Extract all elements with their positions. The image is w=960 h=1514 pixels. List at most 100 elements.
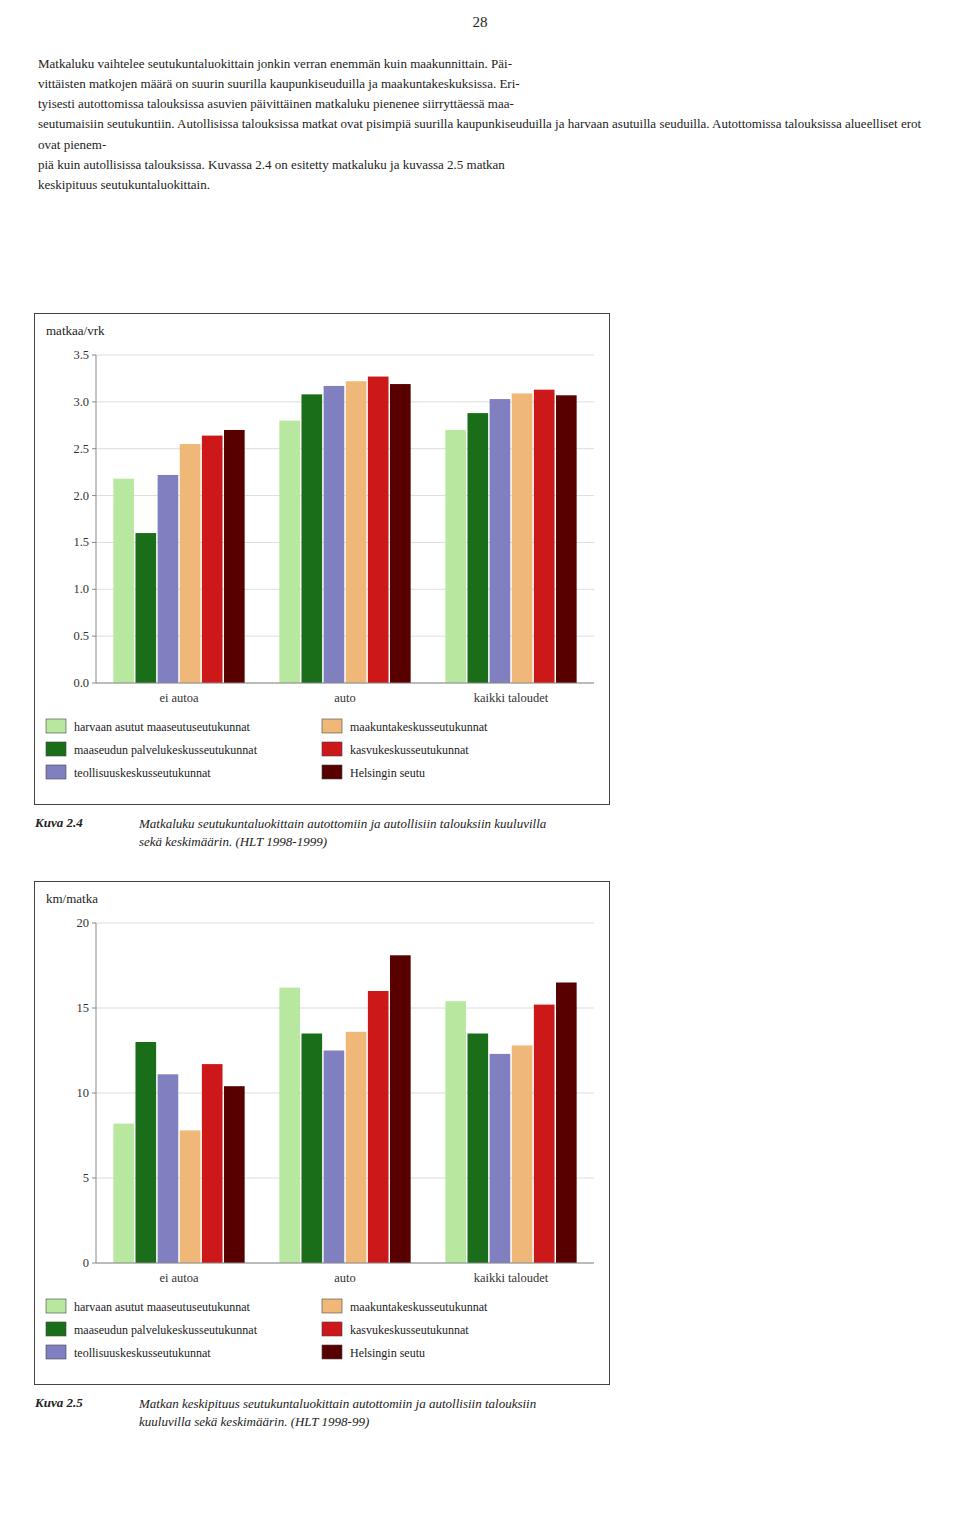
chart-svg: km/matka05101520ei autoaautokaikki talou… — [34, 881, 610, 1385]
y-tick — [92, 355, 96, 356]
bar — [490, 399, 511, 683]
bar — [158, 1074, 179, 1263]
x-tick-label: auto — [334, 1271, 356, 1285]
legend-label: maaseudun palvelukeskusseutukunnat — [74, 743, 258, 757]
y-tick-label: 0.0 — [73, 676, 89, 690]
y-axis-label: km/matka — [46, 891, 98, 906]
x-axis-line — [96, 683, 594, 684]
chart-svg: matkaa/vrk0.00.51.01.52.02.53.03.5ei aut… — [34, 313, 610, 805]
caption-text: Matkan keskipituus seutukuntaluokittain … — [139, 1395, 939, 1431]
y-tick — [92, 589, 96, 590]
legend-label: maakuntakeskusseutukunnat — [350, 1300, 488, 1314]
y-tick-label: 5 — [83, 1171, 89, 1185]
bar — [445, 1001, 466, 1263]
bar — [224, 430, 245, 683]
chart-panel: matkaa/vrk0.00.51.01.52.02.53.03.5ei aut… — [34, 313, 610, 805]
bar — [202, 1064, 223, 1263]
bar — [135, 533, 156, 683]
intro-line: vittäisten matkojen määrä on suurin suur… — [38, 74, 922, 94]
y-tick-label: 0 — [83, 1256, 89, 1270]
caption-number: Kuva 2.5 — [35, 1395, 83, 1411]
y-tick-label: 0.5 — [73, 629, 89, 643]
y-tick — [92, 542, 96, 543]
intro-line: Matkaluku vaihtelee seutukuntaluokittain… — [38, 54, 922, 74]
legend-swatch — [46, 742, 66, 756]
caption-number: Kuva 2.4 — [35, 815, 83, 831]
y-tick — [92, 636, 96, 637]
x-tick-label: auto — [334, 691, 356, 705]
y-tick — [92, 495, 96, 496]
bar — [224, 1086, 245, 1263]
panel-border — [35, 882, 610, 1385]
bar — [467, 413, 488, 683]
legend-swatch — [322, 765, 342, 779]
legend-label: maaseudun palvelukeskusseutukunnat — [74, 1323, 258, 1337]
bar — [390, 384, 411, 683]
caption-text: Matkaluku seutukuntaluokittain autottomi… — [139, 815, 939, 851]
legend-swatch — [322, 1299, 342, 1313]
intro-line: keskipituus seutukuntaluokittain. — [38, 175, 922, 195]
grid-line — [96, 1008, 594, 1009]
y-axis-label: matkaa/vrk — [46, 323, 105, 338]
legend-swatch — [46, 1322, 66, 1336]
bar — [346, 1032, 367, 1263]
bar — [490, 1054, 511, 1263]
chart-panel: km/matka05101520ei autoaautokaikki talou… — [34, 881, 610, 1385]
legend-label: harvaan asutut maaseutuseutukunnat — [74, 720, 251, 734]
legend-swatch — [46, 719, 66, 733]
bar — [467, 1034, 488, 1264]
bar — [368, 377, 389, 683]
bars — [113, 377, 576, 683]
bar — [135, 1042, 156, 1263]
y-tick-label: 3.0 — [73, 395, 89, 409]
bar — [534, 390, 555, 683]
y-tick-label: 2.5 — [73, 442, 89, 456]
grid-line — [96, 1263, 594, 1264]
y-tick — [92, 1263, 96, 1264]
grid-line — [96, 355, 594, 356]
bar — [279, 988, 300, 1263]
page-number: 28 — [0, 14, 960, 31]
legend-swatch — [46, 1345, 66, 1359]
y-tick — [92, 683, 96, 684]
intro-text: Matkaluku vaihtelee seutukuntaluokittain… — [38, 54, 922, 195]
x-tick-label: ei autoa — [159, 691, 199, 705]
bar — [113, 1124, 134, 1263]
bar — [158, 475, 179, 683]
y-axis-line — [96, 923, 97, 1263]
bar — [445, 430, 466, 683]
bar — [279, 421, 300, 683]
panel-border — [35, 314, 610, 805]
bar — [368, 991, 389, 1263]
bar — [534, 1005, 555, 1263]
bar — [512, 393, 533, 683]
page: 28 Matkaluku vaihtelee seutukuntaluokitta… — [0, 0, 960, 1514]
legend-swatch — [322, 719, 342, 733]
intro-line: seutumaisiin seutukuntiin. Autollisissa … — [38, 114, 922, 154]
x-tick-label: kaikki taloudet — [474, 691, 549, 705]
legend-swatch — [46, 765, 66, 779]
legend-swatch — [322, 1322, 342, 1336]
intro-line: piä kuin autollisissa talouksissa. Kuvas… — [38, 155, 922, 175]
bar — [301, 1034, 322, 1264]
bar — [180, 444, 201, 683]
y-tick-label: 3.5 — [73, 348, 89, 362]
legend-label: kasvukeskusseutukunnat — [350, 1323, 469, 1337]
y-tick-label: 2.0 — [73, 489, 89, 503]
legend-swatch — [322, 1345, 342, 1359]
legend-label: Helsingin seutu — [350, 1346, 425, 1360]
legend-label: teollisuuskeskusseutukunnat — [74, 1346, 211, 1360]
y-tick — [92, 448, 96, 449]
x-tick-label: ei autoa — [159, 1271, 199, 1285]
bar — [346, 381, 367, 683]
y-tick-label: 15 — [77, 1001, 90, 1015]
legend-label: maakuntakeskusseutukunnat — [350, 720, 488, 734]
legend-label: teollisuuskeskusseutukunnat — [74, 766, 211, 780]
legend-label: Helsingin seutu — [350, 766, 425, 780]
bar — [324, 1051, 345, 1264]
bar — [324, 386, 345, 683]
legend-swatch — [46, 1299, 66, 1313]
y-tick — [92, 923, 96, 924]
grid-line — [96, 923, 594, 924]
y-tick-label: 1.5 — [73, 535, 89, 549]
